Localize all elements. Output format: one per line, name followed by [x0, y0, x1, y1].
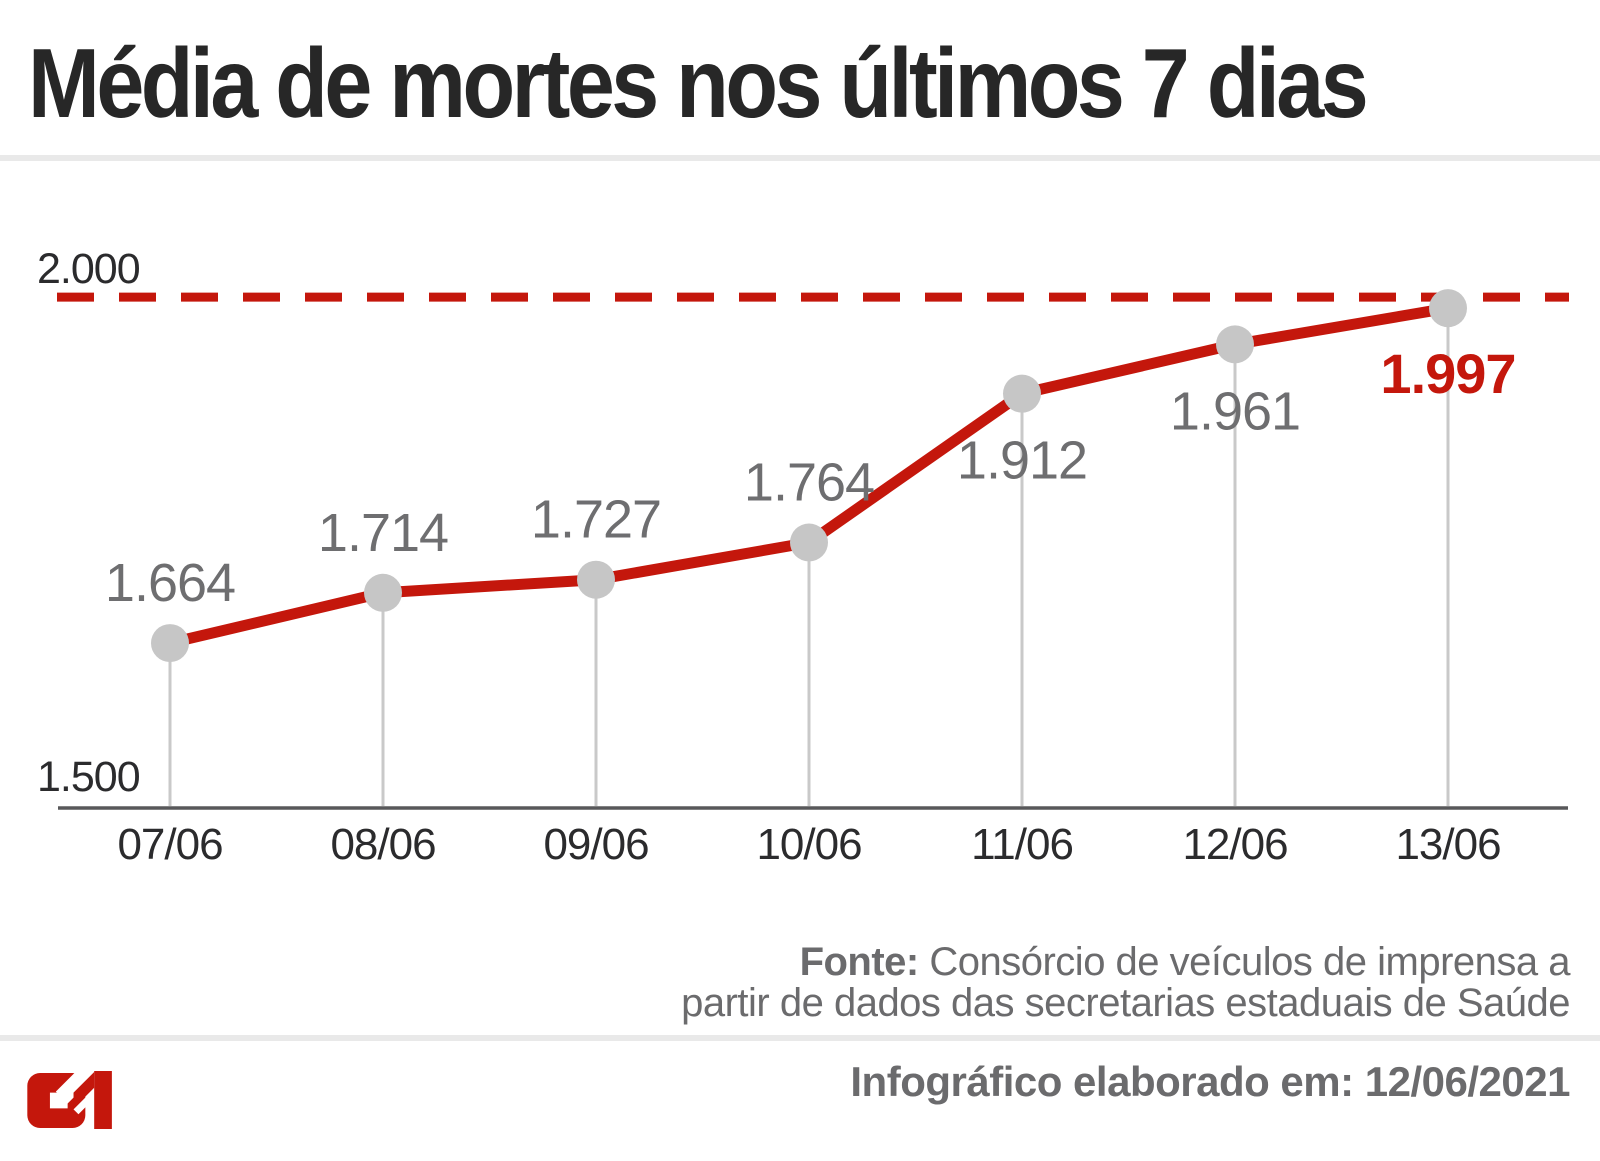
g1-logo	[26, 1062, 125, 1130]
point-label: 1.912	[957, 431, 1087, 491]
source-prefix: Fonte:	[799, 940, 920, 984]
g1-logo-cut-lower	[73, 1088, 100, 1115]
top-divider	[0, 155, 1600, 161]
page-title: Média de mortes nos últimos 7 dias	[28, 28, 1369, 138]
bottom-divider	[0, 1035, 1600, 1041]
infographic-date: Infográfico elaborado em: 12/06/2021	[850, 1058, 1570, 1105]
g1-logo-cut-upper	[55, 1062, 98, 1104]
point-label: 1.714	[318, 503, 448, 563]
data-point	[151, 624, 189, 663]
x-tick-label: 13/06	[1395, 820, 1500, 869]
x-tick-label: 10/06	[756, 820, 861, 869]
y-label-2000: 2.000	[37, 245, 140, 293]
data-point	[790, 523, 828, 562]
g1-logo-one-flag	[73, 1071, 95, 1109]
x-tick-label: 11/06	[971, 820, 1073, 869]
source-line1: Fonte: Consórcio de veículos de imprensa…	[799, 940, 1571, 984]
data-point	[364, 573, 402, 612]
point-label: 1.727	[531, 490, 661, 550]
point-label-highlight: 1.997	[1380, 342, 1515, 405]
data-point	[1216, 325, 1254, 364]
x-tick-label: 08/06	[330, 820, 435, 869]
y-label-1500: 1.500	[37, 753, 140, 801]
x-tick-label: 12/06	[1182, 820, 1287, 869]
point-label: 1.664	[105, 553, 235, 613]
point-label: 1.764	[744, 452, 874, 512]
x-tick-label: 09/06	[543, 820, 648, 869]
data-point	[577, 560, 615, 599]
data-point	[1429, 289, 1467, 328]
g1-logo-one-stem	[94, 1071, 112, 1130]
source-line2: partir de dados das secretarias estaduai…	[681, 981, 1570, 1025]
point-label: 1.961	[1170, 381, 1300, 441]
source-note: Fonte: Consórcio de veículos de imprensa…	[681, 942, 1570, 1024]
x-tick-label: 07/06	[117, 820, 222, 869]
data-point	[1003, 374, 1041, 413]
